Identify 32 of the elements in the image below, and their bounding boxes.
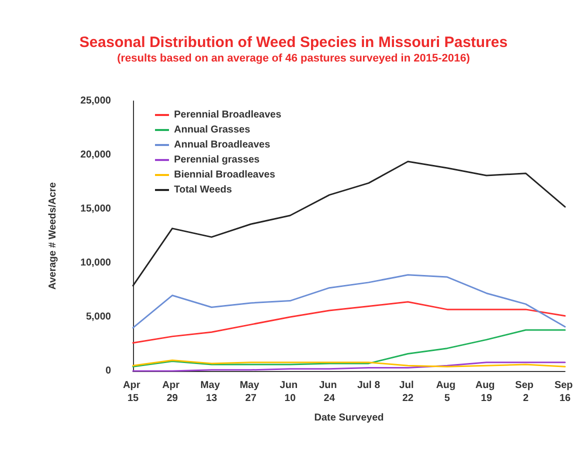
x-tick-label: May 27 xyxy=(240,380,262,404)
chart-subtitle: (results based on an average of 46 pastures surveyed in 2015-2016) xyxy=(117,52,470,64)
x-tick-label: Aug 5 xyxy=(436,380,458,404)
x-tick-label: Sep 16 xyxy=(554,380,576,404)
x-tick-label: Sep 2 xyxy=(515,380,536,404)
y-tick-label: 5,000 xyxy=(86,312,112,322)
line-series xyxy=(132,359,566,368)
legend-label: Perennial grasses xyxy=(174,154,260,166)
legend-label: Biennial Broadleaves xyxy=(174,170,276,180)
y-tick-label: 0 xyxy=(105,366,112,376)
y-tick-label: 25,000 xyxy=(80,96,112,106)
legend-label: Perennial Broadleaves xyxy=(174,110,282,120)
line-series xyxy=(132,274,566,329)
x-tick-label: Jun 10 xyxy=(280,380,300,404)
y-axis-title: Average # Weeds/Acre xyxy=(48,182,58,290)
legend-label: Annual Broadleaves xyxy=(174,140,271,150)
line-series xyxy=(132,329,566,368)
x-tick-label: Jun 24 xyxy=(319,380,340,404)
x-tick-label: Apr 29 xyxy=(162,380,182,404)
x-tick-label: Aug 19 xyxy=(475,380,498,404)
chart-title: Seasonal Distribution of Weed Species in Missouri Pastures xyxy=(79,34,508,51)
y-tick-label: 20,000 xyxy=(80,150,112,160)
line-series xyxy=(132,301,566,344)
x-tick-label: Jul 8 xyxy=(357,380,380,391)
y-tick-label: 15,000 xyxy=(80,204,112,214)
legend-label: Total Weeds xyxy=(174,184,232,196)
x-tick-label: Apr 15 xyxy=(123,380,143,404)
x-axis-title: Date Surveyed xyxy=(314,412,384,424)
x-tick-label: Jul 22 xyxy=(399,380,417,404)
x-tick-label: May 13 xyxy=(200,380,223,404)
y-tick-label: 10,000 xyxy=(80,258,112,268)
legend-label: Annual Grasses xyxy=(174,124,251,136)
